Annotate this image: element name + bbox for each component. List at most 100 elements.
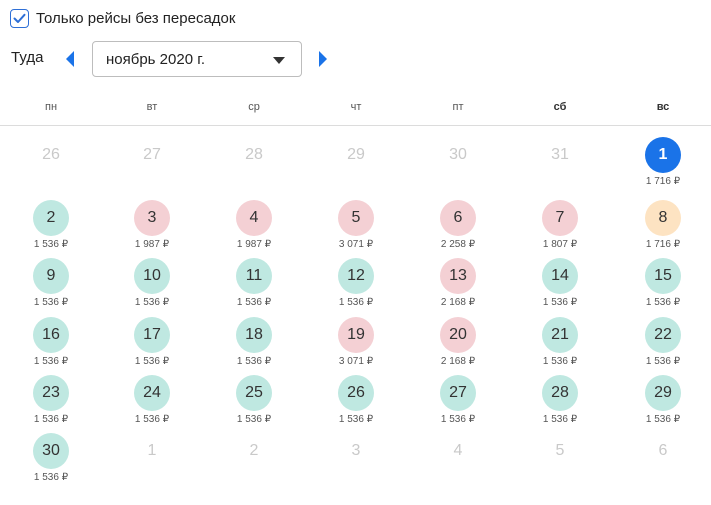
selected-day-number[interactable]: 1 bbox=[645, 137, 681, 173]
day-number: 26 bbox=[42, 146, 60, 163]
calendar-day[interactable]: 4 1 987 ₽ bbox=[219, 200, 289, 254]
calendar-day-outside-month: 28 bbox=[219, 137, 289, 191]
day-price: 1 536 ₽ bbox=[33, 297, 69, 308]
calendar-day[interactable]: 25 1 536 ₽ bbox=[219, 375, 289, 429]
day-number[interactable]: 15 bbox=[645, 258, 681, 294]
calendar-day-outside-month: 3 bbox=[321, 433, 391, 487]
day-number: 2 bbox=[249, 442, 259, 459]
day-price: 1 536 ₽ bbox=[33, 414, 69, 425]
day-number[interactable]: 6 bbox=[440, 200, 476, 236]
day-price: 2 168 ₽ bbox=[440, 297, 476, 308]
day-price: 1 536 ₽ bbox=[33, 239, 69, 250]
calendar-day[interactable]: 12 1 536 ₽ bbox=[321, 258, 391, 312]
calendar-day-outside-month: 26 bbox=[16, 137, 86, 191]
calendar-day[interactable]: 15 1 536 ₽ bbox=[628, 258, 698, 312]
day-number: 30 bbox=[449, 146, 467, 163]
day-price: 1 536 ₽ bbox=[645, 356, 681, 367]
calendar-day[interactable]: 14 1 536 ₽ bbox=[525, 258, 595, 312]
day-number[interactable]: 21 bbox=[542, 317, 578, 353]
day-number[interactable]: 12 bbox=[338, 258, 374, 294]
day-price: 1 807 ₽ bbox=[542, 239, 578, 250]
direct-flights-label[interactable]: Только рейсы без пересадок bbox=[36, 9, 236, 27]
day-price: 1 536 ₽ bbox=[134, 414, 170, 425]
calendar-day-outside-month: 30 bbox=[423, 137, 493, 191]
month-select[interactable]: ноябрь 2020 г. bbox=[92, 41, 302, 77]
day-number[interactable]: 5 bbox=[338, 200, 374, 236]
day-number[interactable]: 2 bbox=[33, 200, 69, 236]
day-number[interactable]: 13 bbox=[440, 258, 476, 294]
calendar-day[interactable]: 21 1 536 ₽ bbox=[525, 317, 595, 371]
day-price: 1 987 ₽ bbox=[236, 239, 272, 250]
day-number[interactable]: 7 bbox=[542, 200, 578, 236]
day-price: 1 987 ₽ bbox=[134, 239, 170, 250]
direct-flights-filter[interactable]: Только рейсы без пересадок bbox=[10, 7, 235, 29]
day-number[interactable]: 27 bbox=[440, 375, 476, 411]
header-divider bbox=[0, 125, 711, 126]
day-price: 1 536 ₽ bbox=[542, 414, 578, 425]
direct-flights-checkbox[interactable] bbox=[10, 8, 29, 28]
calendar-day[interactable]: 27 1 536 ₽ bbox=[423, 375, 493, 429]
calendar-day[interactable]: 29 1 536 ₽ bbox=[628, 375, 698, 429]
previous-month-arrow-icon[interactable] bbox=[63, 49, 77, 69]
day-number[interactable]: 19 bbox=[338, 317, 374, 353]
day-number[interactable]: 25 bbox=[236, 375, 272, 411]
calendar-day[interactable]: 16 1 536 ₽ bbox=[16, 317, 86, 371]
day-number: 1 bbox=[147, 442, 157, 459]
day-number[interactable]: 11 bbox=[236, 258, 272, 294]
weekday-fri: пт bbox=[452, 101, 464, 113]
day-number[interactable]: 14 bbox=[542, 258, 578, 294]
day-number[interactable]: 10 bbox=[134, 258, 170, 294]
day-number[interactable]: 24 bbox=[134, 375, 170, 411]
calendar-day-outside-month: 27 bbox=[117, 137, 187, 191]
checkmark-icon bbox=[13, 13, 26, 23]
calendar-day[interactable]: 18 1 536 ₽ bbox=[219, 317, 289, 371]
calendar-day[interactable]: 9 1 536 ₽ bbox=[16, 258, 86, 312]
day-number[interactable]: 23 bbox=[33, 375, 69, 411]
calendar-day[interactable]: 8 1 716 ₽ bbox=[628, 200, 698, 254]
calendar-day[interactable]: 13 2 168 ₽ bbox=[423, 258, 493, 312]
calendar-day[interactable]: 5 3 071 ₽ bbox=[321, 200, 391, 254]
calendar-day[interactable]: 17 1 536 ₽ bbox=[117, 317, 187, 371]
day-number: 6 bbox=[658, 442, 668, 459]
month-navigation: Туда ноябрь 2020 г. bbox=[0, 40, 711, 77]
day-price: 1 536 ₽ bbox=[236, 297, 272, 308]
calendar-day[interactable]: 20 2 168 ₽ bbox=[423, 317, 493, 371]
day-number[interactable]: 22 bbox=[645, 317, 681, 353]
next-month-arrow-icon[interactable] bbox=[316, 49, 330, 69]
day-number[interactable]: 8 bbox=[645, 200, 681, 236]
weekday-mon: пн bbox=[44, 101, 58, 113]
calendar-day[interactable]: 23 1 536 ₽ bbox=[16, 375, 86, 429]
calendar-day[interactable]: 2 1 536 ₽ bbox=[16, 200, 86, 254]
day-price: 1 536 ₽ bbox=[33, 356, 69, 367]
day-price: 1 536 ₽ bbox=[236, 414, 272, 425]
calendar-day[interactable]: 10 1 536 ₽ bbox=[117, 258, 187, 312]
day-number[interactable]: 17 bbox=[134, 317, 170, 353]
day-number[interactable]: 20 bbox=[440, 317, 476, 353]
day-number[interactable]: 4 bbox=[236, 200, 272, 236]
day-number[interactable]: 26 bbox=[338, 375, 374, 411]
calendar-day[interactable]: 26 1 536 ₽ bbox=[321, 375, 391, 429]
day-number[interactable]: 18 bbox=[236, 317, 272, 353]
calendar-day[interactable]: 1 1 716 ₽ bbox=[628, 137, 698, 191]
day-number[interactable]: 29 bbox=[645, 375, 681, 411]
calendar-day[interactable]: 22 1 536 ₽ bbox=[628, 317, 698, 371]
month-select-value: ноябрь 2020 г. bbox=[106, 51, 206, 68]
day-number[interactable]: 30 bbox=[33, 433, 69, 469]
day-number[interactable]: 9 bbox=[33, 258, 69, 294]
day-number: 31 bbox=[551, 146, 569, 163]
day-price: 3 071 ₽ bbox=[338, 239, 374, 250]
day-number[interactable]: 3 bbox=[134, 200, 170, 236]
calendar-day[interactable]: 28 1 536 ₽ bbox=[525, 375, 595, 429]
calendar-day[interactable]: 6 2 258 ₽ bbox=[423, 200, 493, 254]
day-number[interactable]: 28 bbox=[542, 375, 578, 411]
day-number[interactable]: 16 bbox=[33, 317, 69, 353]
calendar-day[interactable]: 24 1 536 ₽ bbox=[117, 375, 187, 429]
day-price: 1 536 ₽ bbox=[542, 356, 578, 367]
calendar-day[interactable]: 30 1 536 ₽ bbox=[16, 433, 86, 487]
calendar-day[interactable]: 11 1 536 ₽ bbox=[219, 258, 289, 312]
day-price: 1 536 ₽ bbox=[338, 414, 374, 425]
calendar-day[interactable]: 19 3 071 ₽ bbox=[321, 317, 391, 371]
day-price: 3 071 ₽ bbox=[338, 356, 374, 367]
calendar-day[interactable]: 7 1 807 ₽ bbox=[525, 200, 595, 254]
calendar-day[interactable]: 3 1 987 ₽ bbox=[117, 200, 187, 254]
